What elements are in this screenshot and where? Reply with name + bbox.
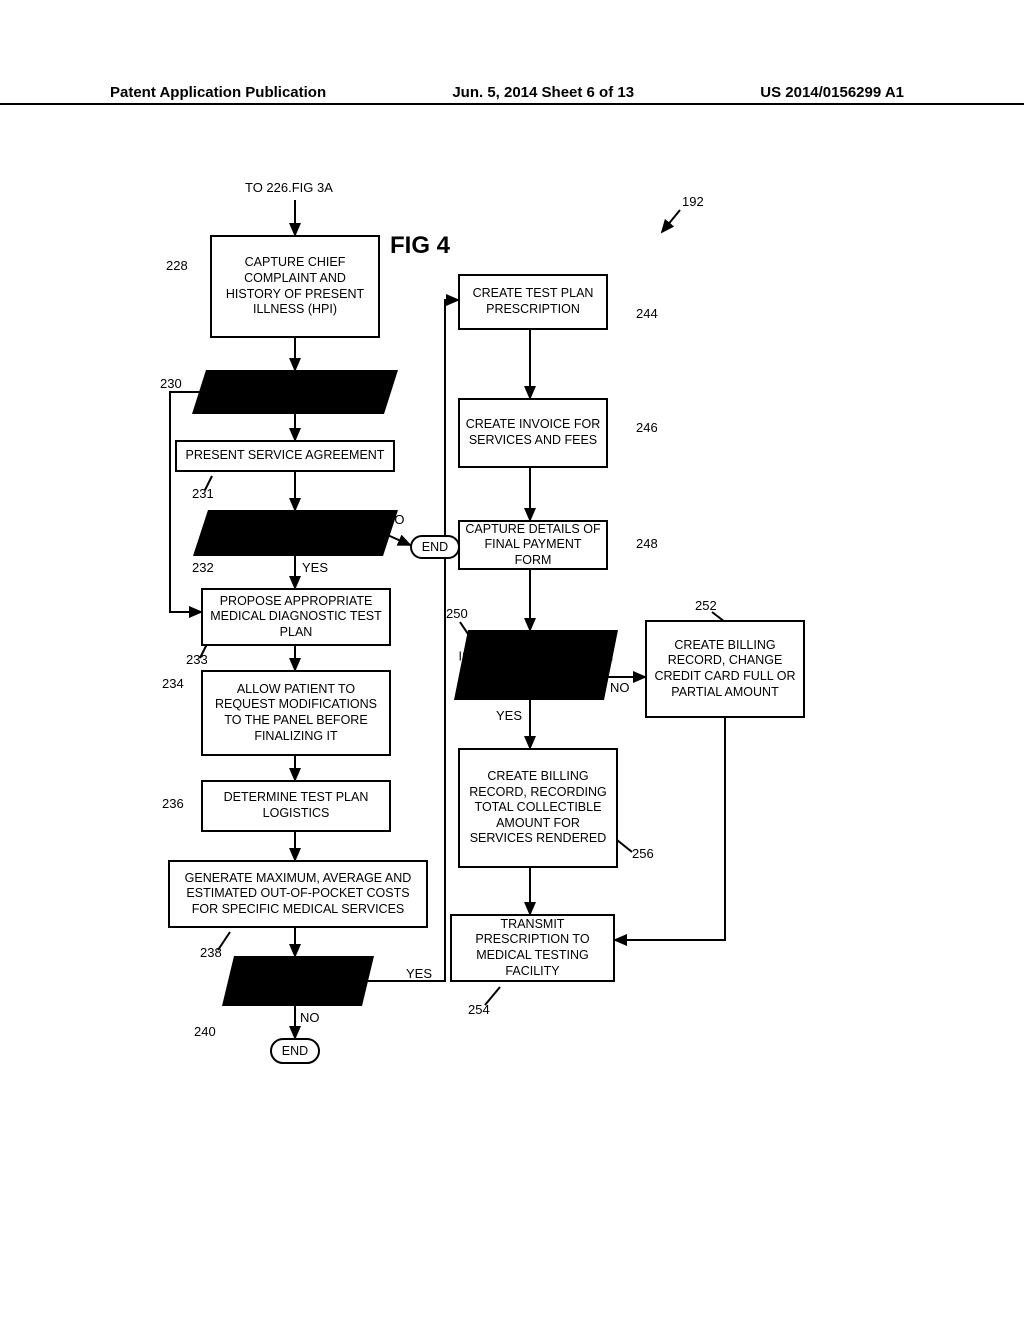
ref-254: 254 <box>468 1002 490 1017</box>
page-header: Patent Application Publication Jun. 5, 2… <box>0 84 1024 105</box>
node-233: PROPOSE APPROPRIATE MEDICAL DIAGNOSTIC T… <box>201 588 391 646</box>
terminator-end-2: END <box>270 1038 320 1064</box>
ref-228: 228 <box>166 258 188 273</box>
node-230-text: SERVICE AGREEMENT REQUIRED? <box>192 376 398 407</box>
node-248: CAPTURE DETAILS OF FINAL PAYMENT FORM <box>458 520 608 570</box>
end1-text: END <box>422 540 448 554</box>
edge-no-2: NO <box>300 1010 320 1025</box>
node-246: CREATE INVOICE FOR SERVICES AND FEES <box>458 398 608 468</box>
node-230: SERVICE AGREEMENT REQUIRED? <box>192 370 398 414</box>
node-234-text: ALLOW PATIENT TO REQUEST MODIFICATIONS T… <box>208 682 384 745</box>
node-244: CREATE TEST PLAN PRESCRIPTION <box>458 274 608 330</box>
node-231: PRESENT SERVICE AGREEMENT <box>175 440 395 472</box>
ref-246: 246 <box>636 420 658 435</box>
ref-252: 252 <box>695 598 717 613</box>
node-256-text: CREATE BILLING RECORD, RECORDING TOTAL C… <box>465 769 611 847</box>
node-231-text: PRESENT SERVICE AGREEMENT <box>186 448 385 464</box>
node-256: CREATE BILLING RECORD, RECORDING TOTAL C… <box>458 748 618 868</box>
node-252-text: CREATE BILLING RECORD, CHANGE CREDIT CAR… <box>652 638 798 701</box>
ref-240: 240 <box>194 1024 216 1039</box>
node-233-text: PROPOSE APPROPRIATE MEDICAL DIAGNOSTIC T… <box>208 594 384 641</box>
ref-192: 192 <box>682 194 704 209</box>
node-240-text: PATIENT WISHES TO CONTINUE? <box>222 965 374 996</box>
node-240: PATIENT WISHES TO CONTINUE? <box>222 956 374 1006</box>
edge-yes-3: YES <box>496 708 522 723</box>
ref-244: 244 <box>636 306 658 321</box>
node-234: ALLOW PATIENT TO REQUEST MODIFICATIONS T… <box>201 670 391 756</box>
flowchart: TO 226.FIG 3A FIG 4 192 CAPTURE CHIEF CO… <box>100 180 920 1200</box>
header-center: Jun. 5, 2014 Sheet 6 of 13 <box>452 84 634 101</box>
node-228-text: CAPTURE CHIEF COMPLAINT AND HISTORY OF P… <box>217 255 373 318</box>
header-right: US 2014/0156299 A1 <box>760 84 904 101</box>
node-254: TRANSMIT PRESCRIPTION TO MEDICAL TESTING… <box>450 914 615 982</box>
ref-231: 231 <box>192 486 214 501</box>
figure-label: FIG 4 <box>390 232 450 260</box>
top-reference: TO 226.FIG 3A <box>245 180 333 195</box>
node-236-text: DETERMINE TEST PLAN LOGISTICS <box>208 790 384 821</box>
ref-232: 232 <box>192 560 214 575</box>
node-252: CREATE BILLING RECORD, CHANGE CREDIT CAR… <box>645 620 805 718</box>
edge-yes-2: YES <box>406 966 432 981</box>
node-246-text: CREATE INVOICE FOR SERVICES AND FEES <box>465 417 601 448</box>
node-250-text: IS FORM OF PAYMENT AN INSURANCE PLAN? <box>454 649 618 680</box>
edge-no-1: NO <box>385 512 405 527</box>
edge-no-3: NO <box>610 680 630 695</box>
ref-256: 256 <box>632 846 654 861</box>
node-232-text: SERVICE AGREEMENT ACCEPTED? <box>193 517 398 548</box>
ref-233: 233 <box>186 652 208 667</box>
node-248-text: CAPTURE DETAILS OF FINAL PAYMENT FORM <box>465 522 601 569</box>
ref-236: 236 <box>162 796 184 811</box>
header-left: Patent Application Publication <box>110 84 326 101</box>
ref-250: 250 <box>446 606 468 621</box>
node-232: SERVICE AGREEMENT ACCEPTED? <box>193 510 398 556</box>
ref-238: 238 <box>200 945 222 960</box>
terminator-end-1: END <box>410 535 460 559</box>
ref-234: 234 <box>162 676 184 691</box>
edge-yes-1: YES <box>302 560 328 575</box>
node-254-text: TRANSMIT PRESCRIPTION TO MEDICAL TESTING… <box>457 917 608 980</box>
end2-text: END <box>282 1044 308 1058</box>
ref-248: 248 <box>636 536 658 551</box>
node-244-text: CREATE TEST PLAN PRESCRIPTION <box>465 286 601 317</box>
node-250: IS FORM OF PAYMENT AN INSURANCE PLAN? <box>454 630 618 700</box>
node-238: GENERATE MAXIMUM, AVERAGE AND ESTIMATED … <box>168 860 428 928</box>
ref-230: 230 <box>160 376 182 391</box>
node-236: DETERMINE TEST PLAN LOGISTICS <box>201 780 391 832</box>
node-238-text: GENERATE MAXIMUM, AVERAGE AND ESTIMATED … <box>175 871 421 918</box>
node-228: CAPTURE CHIEF COMPLAINT AND HISTORY OF P… <box>210 235 380 338</box>
